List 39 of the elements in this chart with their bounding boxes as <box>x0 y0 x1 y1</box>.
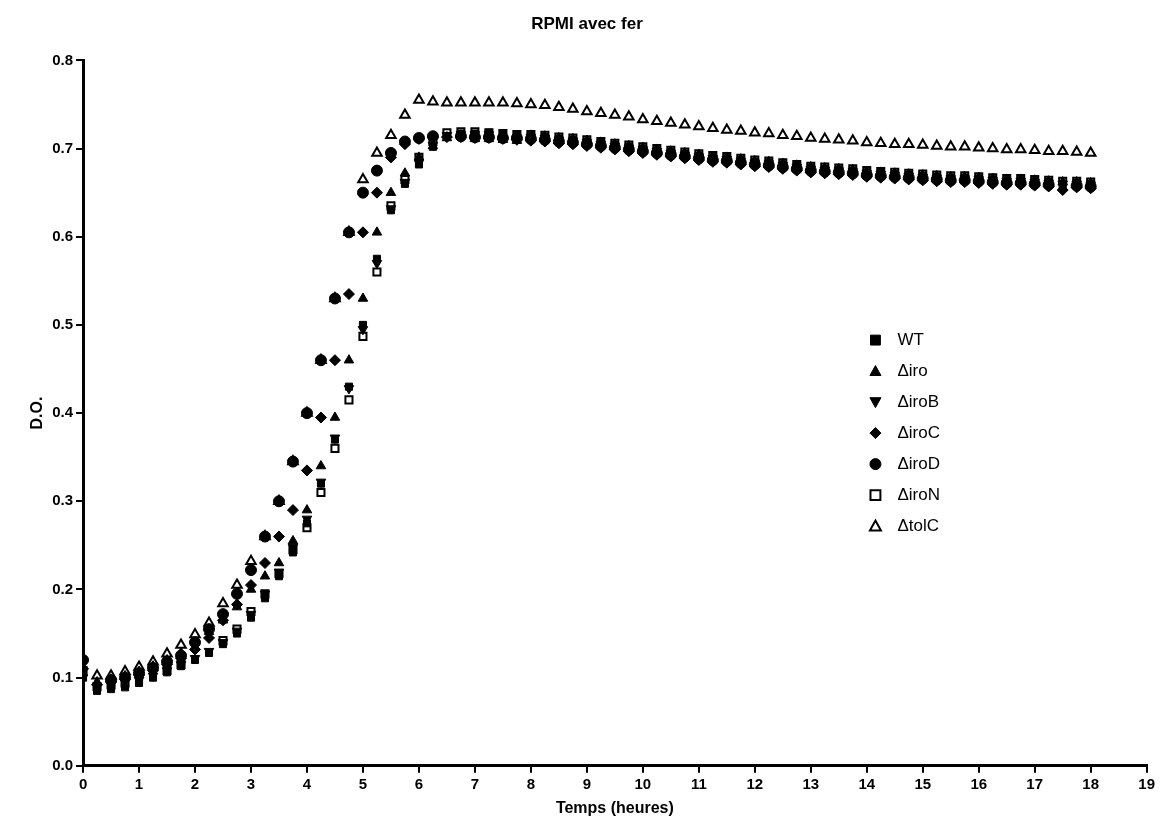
x-tick-label: 7 <box>470 774 480 792</box>
legend-label: WT <box>897 329 924 349</box>
x-tick-label: 17 <box>1026 774 1044 792</box>
x-tick-label: 12 <box>746 774 764 792</box>
legend-label: ΔiroC <box>897 422 940 442</box>
x-axis-title: Temps (heures) <box>555 798 674 816</box>
y-tick-label: 0.8 <box>52 50 74 68</box>
legend-label: Δiro <box>897 360 928 380</box>
y-tick-label: 0.3 <box>52 491 74 509</box>
x-tick-label: 19 <box>1138 774 1155 792</box>
legend-label: ΔiroB <box>897 391 940 411</box>
y-axis-title: D.O. <box>28 396 46 430</box>
y-tick-label: 0.6 <box>52 226 74 244</box>
x-tick-label: 4 <box>302 774 312 792</box>
x-tick-label: 1 <box>134 774 144 792</box>
x-tick-label: 10 <box>634 774 652 792</box>
legend-label: ΔiroD <box>897 453 940 473</box>
y-tick-label: 0.0 <box>52 755 74 773</box>
x-tick-label: 18 <box>1082 774 1100 792</box>
x-tick-label: 11 <box>690 774 707 792</box>
y-tick-label: 0.4 <box>52 403 74 421</box>
y-tick-label: 0.1 <box>52 667 74 685</box>
y-tick-label: 0.5 <box>52 315 74 333</box>
x-tick-label: 0 <box>78 774 88 792</box>
x-tick-label: 5 <box>358 774 368 792</box>
legend-label: ΔtolC <box>897 515 940 535</box>
x-tick-label: 2 <box>190 774 200 792</box>
x-tick-label: 15 <box>914 774 932 792</box>
x-tick-label: 13 <box>802 774 820 792</box>
x-tick-label: 8 <box>526 774 536 792</box>
x-tick-label: 9 <box>582 774 592 792</box>
legend-label: ΔiroN <box>897 484 940 504</box>
x-tick-label: 3 <box>246 774 256 792</box>
chart-title: RPMI avec fer <box>531 13 644 33</box>
y-tick-label: 0.2 <box>52 579 74 597</box>
x-tick-label: 6 <box>414 774 424 792</box>
x-tick-label: 14 <box>858 774 876 792</box>
x-tick-label: 16 <box>970 774 988 792</box>
y-tick-label: 0.7 <box>52 138 74 156</box>
